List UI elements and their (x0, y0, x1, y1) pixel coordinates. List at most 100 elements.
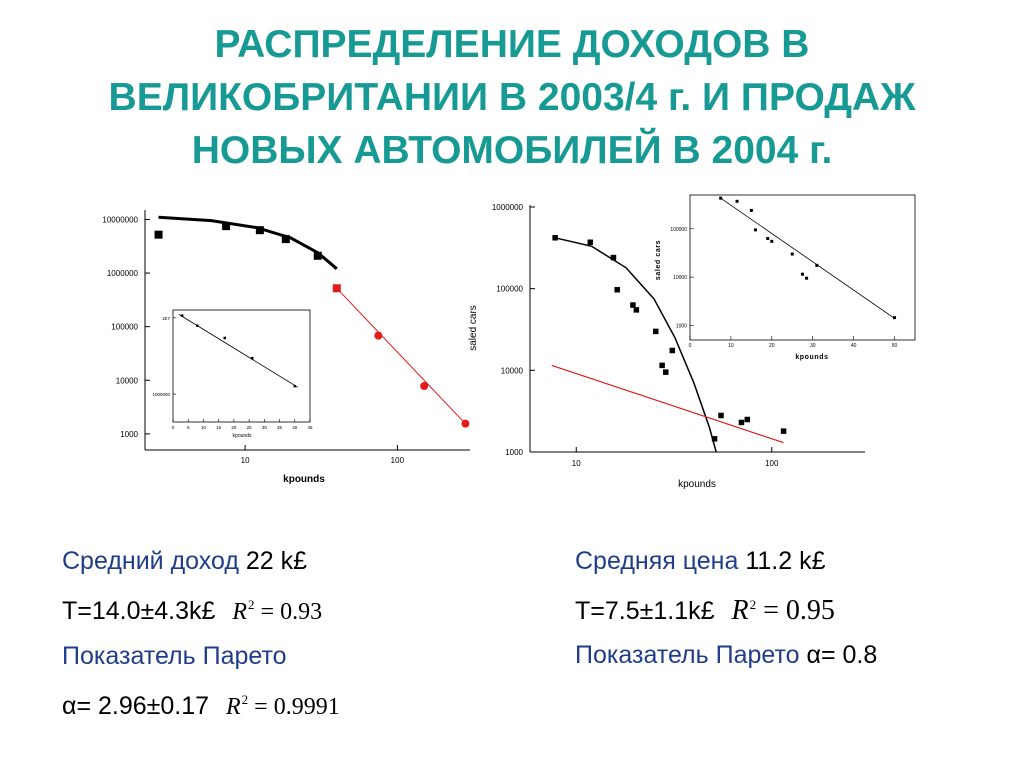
alpha-value: α= 0.8 (806, 641, 878, 669)
y-tick-label: 100000 (111, 323, 138, 332)
inset-fit-line (178, 314, 299, 388)
data-point (738, 419, 745, 426)
data-point (610, 254, 617, 261)
y-tick-label: 1000 (505, 448, 523, 457)
data-point (735, 199, 739, 203)
y-tick-label: 100000 (670, 227, 687, 233)
title-line-3: НОВЫХ АВТОМОБИЛЕЙ В 2004 г. (191, 129, 833, 172)
data-point (222, 222, 231, 231)
x-tick-label: 100 (765, 459, 779, 468)
income-stats: Средний доход 22 k£ T=14.0±4.3k£ R2 = 0.… (62, 539, 340, 729)
data-point (805, 276, 809, 280)
alpha-value: α= 2.96±0.17 (62, 692, 210, 720)
x-tick-label: 10 (201, 425, 207, 430)
r2-equation: R2 = 0.9991 (226, 692, 340, 720)
data-point (893, 316, 897, 320)
r2-exponent: 2 (248, 597, 255, 612)
data-point (663, 369, 669, 375)
x-tick-label: 50 (892, 343, 898, 349)
data-point (659, 362, 665, 369)
r2-exponent: 2 (241, 692, 249, 707)
pareto-label: Показатель Парето (62, 642, 287, 670)
data-point (815, 263, 819, 267)
data-point (281, 235, 290, 244)
t-value: T=14.0±4.3k£ (62, 597, 216, 625)
x-tick-label: 10 (241, 456, 250, 465)
data-point (461, 419, 470, 428)
data-point (753, 228, 757, 232)
data-point (154, 230, 163, 239)
data-point (630, 302, 636, 308)
title-line-2: ВЕЛИКОБРИТАНИИ В 2003/4 г. И ПРОДАЖ (108, 76, 916, 119)
data-point (749, 208, 753, 212)
data-point (718, 412, 724, 419)
y-tick-label: 1000 (120, 430, 138, 439)
x-tick-label: 40 (292, 425, 298, 430)
data-point (255, 226, 264, 235)
data-point (223, 336, 227, 340)
x-tick-label: 10 (728, 343, 734, 349)
pareto-row: Показатель Парето α= 0.8 (575, 633, 877, 677)
data-point (719, 196, 723, 200)
alpha-row: α= 2.96±0.17 R2 = 0.9991 (62, 678, 340, 729)
x-tick-label: 100 (391, 456, 405, 465)
mean-price-value: 11.2 k£ (745, 547, 826, 575)
r2-value: = 0.9991 (254, 694, 340, 720)
data-point (552, 235, 558, 241)
y-tick-label: 1E7 (162, 316, 171, 321)
data-point (711, 436, 718, 442)
r2-equation: R2 = 0.93 (232, 597, 323, 625)
x-tick-label: 35 (277, 425, 283, 430)
fit-line (336, 287, 466, 425)
y-tick-label: 10000 (116, 376, 139, 385)
data-point (652, 328, 659, 335)
data-point (374, 331, 383, 340)
mean-price-row: Средняя цена 11.2 k£ (575, 539, 877, 583)
t-row: T=14.0±4.3k£ R2 = 0.93 (62, 583, 340, 634)
inset-x-label: kpounds (233, 433, 252, 439)
car-sales-inset: 0 10 20 30 40 50 100000 10000 1000 kpounds sale… (655, 194, 916, 361)
data-point (250, 356, 254, 360)
y-tick-label: 1000000 (107, 269, 139, 278)
x-tick-label: 30 (262, 425, 268, 430)
r2-symbol: R (232, 599, 248, 625)
data-point (669, 347, 676, 354)
y-tick-label: 10000 (673, 275, 687, 281)
fit-curve (158, 215, 338, 270)
r2-exponent: 2 (749, 597, 757, 612)
data-point (780, 428, 787, 434)
y-tick-label: 10000000 (102, 215, 138, 224)
car-price-stats: Средняя цена 11.2 k£ T=7.5±1.1k£ R2 = 0.… (575, 539, 877, 677)
r2-symbol: R (226, 694, 241, 720)
fit-line (551, 364, 784, 444)
data-point (587, 239, 594, 246)
y-tick-label: 1000000 (492, 203, 524, 212)
data-point (770, 239, 774, 243)
r2-equation: R2 = 0.95 (731, 595, 834, 626)
y-tick-label: 1000000 (152, 392, 170, 397)
fit-curve (555, 237, 717, 453)
inset-frame (689, 194, 916, 341)
y-tick-label: 10000 (501, 366, 524, 375)
mean-income-row: Средний доход 22 k£ (62, 539, 340, 583)
inset-fit-line (720, 197, 895, 319)
r2-value: = 0.93 (260, 599, 323, 625)
x-tick-label: 30 (810, 343, 816, 349)
data-point (614, 286, 620, 293)
t-row: T=7.5±1.1k£ R2 = 0.95 (575, 583, 877, 633)
mean-price-label: Средняя цена (575, 547, 739, 575)
x-tick-label: 10 (572, 459, 581, 468)
income-distribution-chart: 1000 10000 100000 1000000 10000000 10 100 kpo… (102, 210, 470, 485)
y-axis-label: saled cars (468, 305, 479, 351)
slide-title: РАСПРЕДЕЛЕНИЕ ДОХОДОВ В ВЕЛИКОБРИТАНИИ В… (0, 18, 1024, 177)
x-tick-label: 20 (769, 343, 775, 349)
data-point (766, 236, 770, 240)
data-point (420, 382, 429, 391)
data-point (196, 324, 199, 327)
y-tick-label: 100000 (496, 285, 523, 294)
inset-y-label: saled cars (655, 240, 662, 280)
x-tick-label: 45 (307, 425, 313, 430)
r2-symbol: R (731, 595, 749, 626)
t-value: T=7.5±1.1k£ (575, 597, 715, 625)
